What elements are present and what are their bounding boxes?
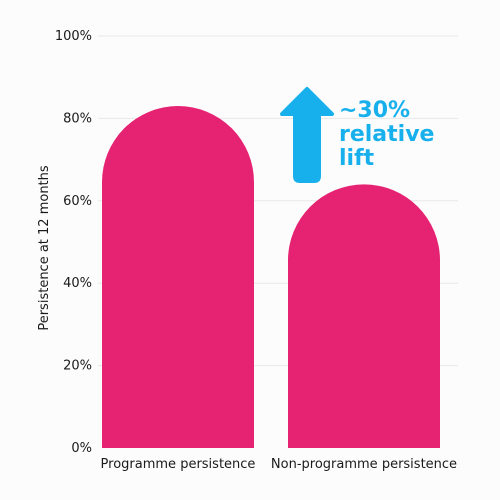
lift-annotation-text: ~30% relative lift [339, 98, 442, 171]
annotation-line: lift [339, 146, 375, 171]
y-tick-label: 20% [63, 359, 92, 374]
y-tick-label: 100% [55, 29, 92, 44]
bar [288, 184, 440, 448]
arrow-up-icon [280, 87, 334, 183]
category-label: Programme persistence [101, 457, 256, 472]
y-tick-label: 40% [63, 276, 92, 291]
y-axis-ticks: 0% 20% 40% 60% 80% 100% [55, 29, 92, 456]
y-tick-label: 0% [71, 441, 92, 456]
lift-annotation: ~30% relative lift [280, 87, 442, 183]
y-axis-title: Persistence at 12 months [37, 165, 52, 331]
bar [102, 106, 254, 448]
y-tick-label: 80% [63, 111, 92, 126]
category-labels: Programme persistence Non-programme persi… [101, 457, 458, 472]
annotation-line: ~30% [339, 98, 410, 123]
annotation-line: relative [339, 122, 434, 147]
category-label: Non-programme persistence [271, 457, 457, 472]
y-tick-label: 60% [63, 194, 92, 209]
bars [102, 106, 440, 448]
